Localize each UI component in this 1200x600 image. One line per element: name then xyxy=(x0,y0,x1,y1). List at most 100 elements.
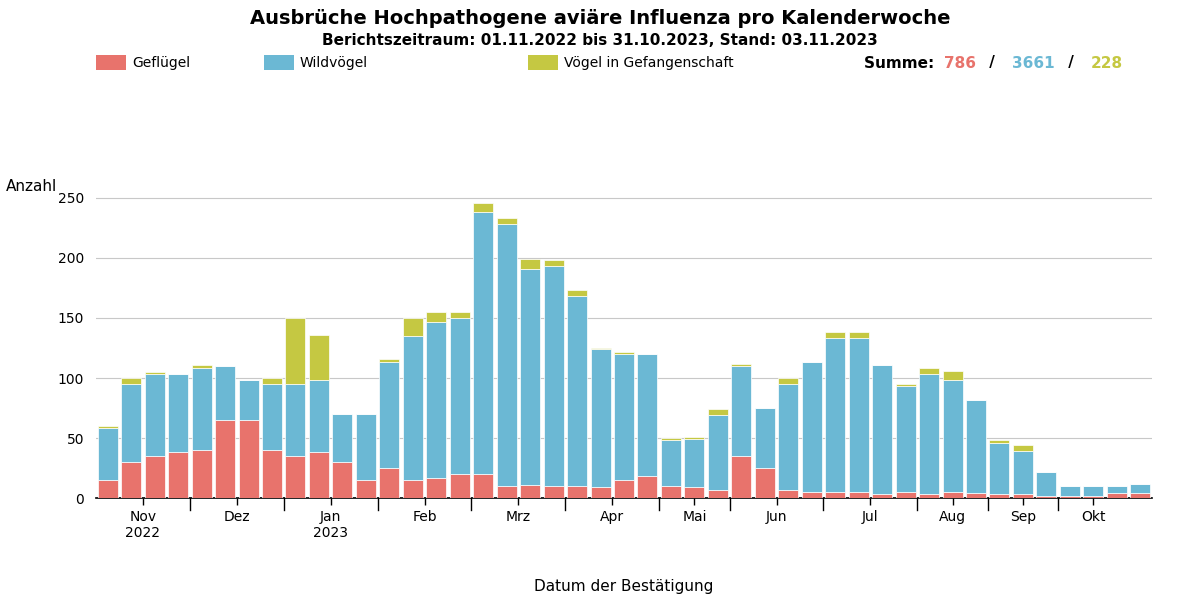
Bar xyxy=(450,474,469,498)
Bar xyxy=(684,439,704,487)
Bar xyxy=(779,490,798,498)
Text: Summe:: Summe: xyxy=(864,55,940,70)
Bar xyxy=(1060,496,1080,498)
Bar xyxy=(802,362,822,492)
Bar xyxy=(215,366,235,420)
Bar xyxy=(145,372,164,374)
Bar xyxy=(661,486,680,498)
Bar xyxy=(520,259,540,269)
Text: /: / xyxy=(1063,55,1079,70)
Bar xyxy=(684,437,704,439)
Bar xyxy=(1013,445,1033,451)
Bar xyxy=(848,338,869,492)
Bar xyxy=(520,485,540,498)
Bar xyxy=(168,374,188,452)
Bar xyxy=(661,438,680,440)
Bar xyxy=(97,426,118,428)
Bar xyxy=(145,456,164,498)
Bar xyxy=(1013,451,1033,494)
Bar xyxy=(286,384,306,456)
Bar xyxy=(497,218,517,224)
Bar xyxy=(379,468,400,498)
Text: 786: 786 xyxy=(944,55,977,70)
Bar xyxy=(990,440,1009,443)
Bar xyxy=(942,371,962,380)
Bar xyxy=(1130,493,1151,498)
Bar xyxy=(848,332,869,338)
Bar xyxy=(1013,494,1033,498)
Text: Ausbrüche Hochpathogene aviäre Influenza pro Kalenderwoche: Ausbrüche Hochpathogene aviäre Influenza… xyxy=(250,9,950,28)
Bar xyxy=(755,408,775,468)
Bar xyxy=(403,336,422,480)
Bar xyxy=(755,468,775,498)
Bar xyxy=(145,374,164,456)
Text: Geflügel: Geflügel xyxy=(132,56,190,70)
Text: Berichtszeitraum: 01.11.2022 bis 31.10.2023, Stand: 03.11.2023: Berichtszeitraum: 01.11.2022 bis 31.10.2… xyxy=(322,33,878,48)
Bar xyxy=(473,203,493,212)
Bar xyxy=(637,476,658,498)
Bar xyxy=(966,400,986,493)
Bar xyxy=(731,366,751,456)
Bar xyxy=(708,490,728,498)
Bar xyxy=(990,443,1009,494)
Bar xyxy=(97,480,118,498)
Bar xyxy=(590,487,611,498)
Bar xyxy=(192,450,211,498)
Bar xyxy=(1084,486,1103,496)
Bar xyxy=(942,380,962,492)
Bar xyxy=(121,378,142,384)
Bar xyxy=(895,386,916,492)
Bar xyxy=(286,318,306,384)
Bar xyxy=(403,480,422,498)
Bar xyxy=(544,486,564,498)
Bar xyxy=(872,365,892,494)
Bar xyxy=(121,384,142,462)
Bar xyxy=(1060,486,1080,496)
Bar xyxy=(708,409,728,415)
Text: /: / xyxy=(984,55,1000,70)
Text: Anzahl: Anzahl xyxy=(6,179,58,193)
Bar xyxy=(779,384,798,490)
Text: Wildvögel: Wildvögel xyxy=(300,56,368,70)
Bar xyxy=(684,487,704,498)
Bar xyxy=(262,384,282,450)
Bar xyxy=(590,348,611,349)
Bar xyxy=(192,365,211,368)
Bar xyxy=(168,452,188,498)
Bar xyxy=(1130,484,1151,493)
Bar xyxy=(308,452,329,498)
Bar xyxy=(426,312,446,322)
Bar xyxy=(121,462,142,498)
Bar xyxy=(215,420,235,498)
Bar xyxy=(356,414,376,480)
Bar xyxy=(379,362,400,468)
Bar xyxy=(450,312,469,318)
Bar xyxy=(97,428,118,480)
Bar xyxy=(379,359,400,362)
Bar xyxy=(872,494,892,498)
Bar xyxy=(1106,493,1127,498)
Bar xyxy=(731,456,751,498)
Bar xyxy=(1106,486,1127,493)
Bar xyxy=(779,378,798,384)
Bar xyxy=(403,318,422,336)
Bar xyxy=(308,335,329,380)
Text: 228: 228 xyxy=(1091,55,1123,70)
Bar xyxy=(192,368,211,450)
Bar xyxy=(426,322,446,478)
Bar xyxy=(848,492,869,498)
Bar xyxy=(919,494,940,498)
Bar xyxy=(614,352,634,354)
Bar xyxy=(1037,496,1056,498)
X-axis label: Datum der Bestätigung: Datum der Bestätigung xyxy=(534,579,714,594)
Bar xyxy=(473,474,493,498)
Bar xyxy=(426,478,446,498)
Bar xyxy=(826,332,845,338)
Bar xyxy=(966,493,986,498)
Bar xyxy=(544,266,564,486)
Bar xyxy=(919,368,940,374)
Bar xyxy=(262,378,282,384)
Bar xyxy=(1037,472,1056,496)
Bar xyxy=(332,414,353,462)
Bar xyxy=(568,296,587,486)
